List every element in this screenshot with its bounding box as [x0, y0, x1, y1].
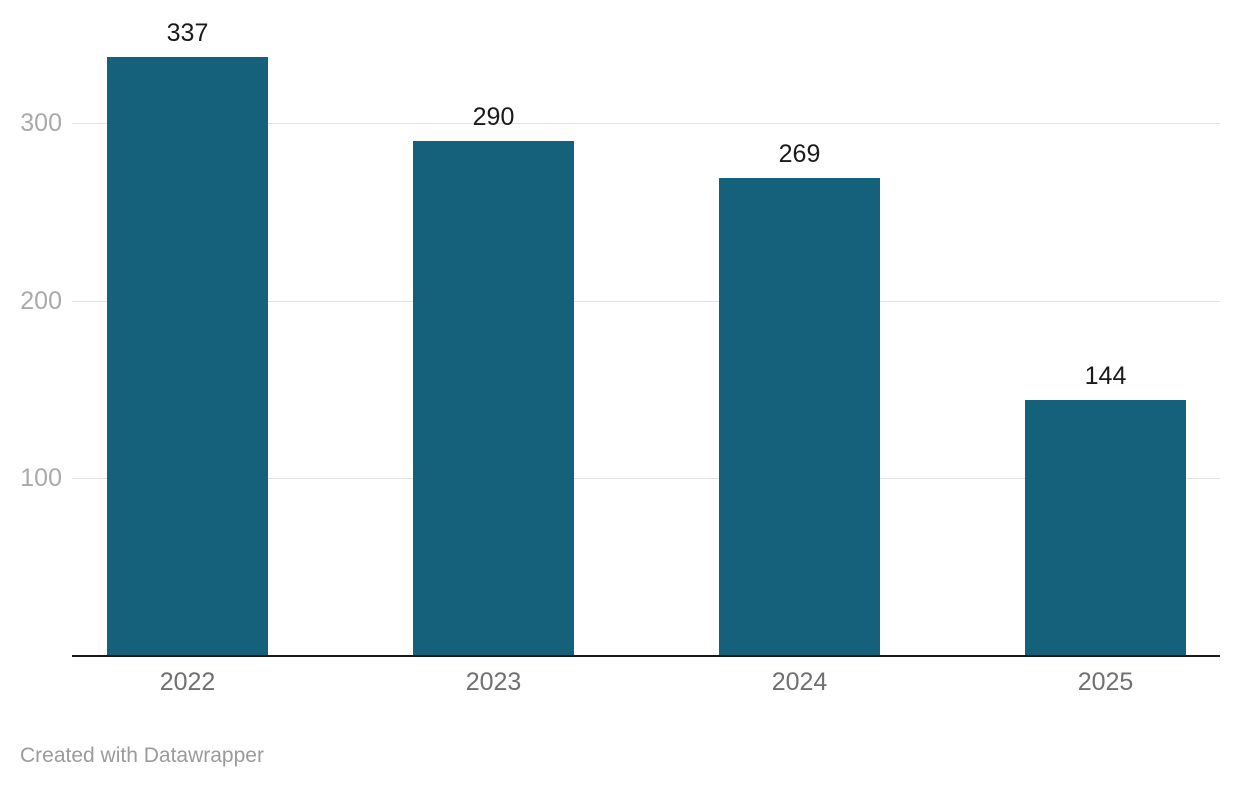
y-tick-label: 200: [20, 287, 62, 315]
x-axis-label: 2024: [771, 668, 828, 696]
y-gridline: [72, 123, 1220, 124]
y-tick-label: 100: [20, 464, 62, 492]
bar-2023: [413, 140, 574, 656]
x-axis-label: 2022: [159, 668, 216, 696]
bar-2022: [107, 57, 268, 656]
x-axis-label: 2025: [1077, 668, 1134, 696]
x-axis-label: 2023: [465, 668, 522, 696]
bar-value-label: 269: [778, 140, 821, 169]
y-gridline: [72, 478, 1220, 479]
bar-value-label: 337: [166, 19, 209, 48]
bar-value-label: 144: [1084, 362, 1127, 391]
bar-2024: [719, 178, 880, 656]
x-axis-baseline: [72, 655, 1220, 657]
y-tick-label: 300: [20, 109, 62, 137]
y-gridline: [72, 301, 1220, 302]
datawrapper-attribution-link[interactable]: Created with Datawrapper: [20, 744, 264, 767]
bar-2025: [1025, 400, 1186, 656]
bar-value-label: 290: [472, 102, 515, 131]
